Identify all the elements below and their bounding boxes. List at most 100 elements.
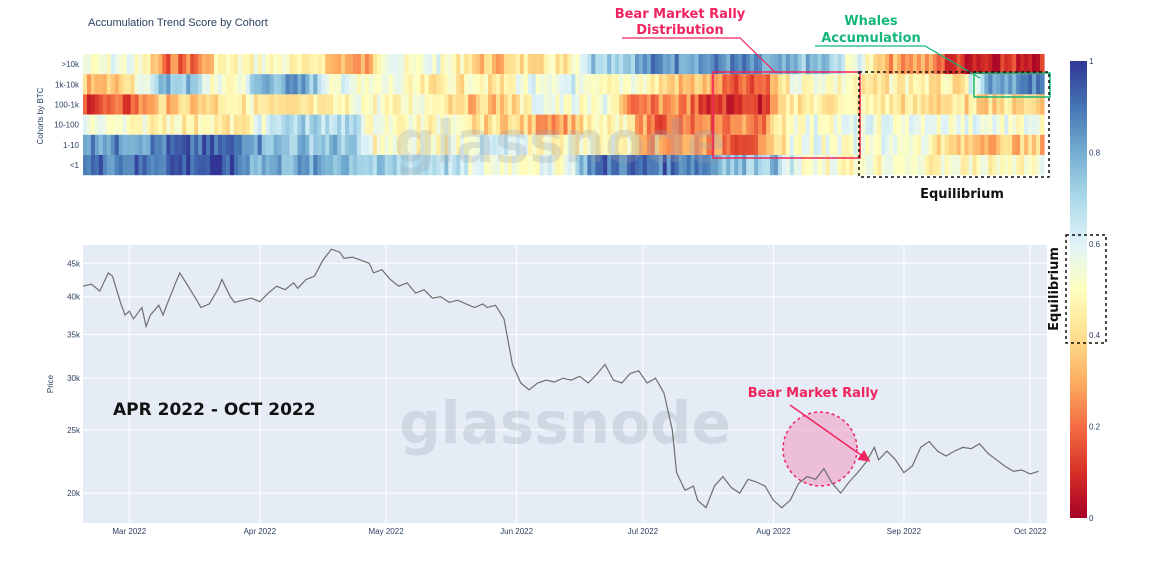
heatmap-cell (456, 155, 461, 176)
heatmap-cell (984, 134, 989, 155)
heatmap-cell (178, 74, 183, 95)
heatmap-cell (531, 134, 537, 155)
heatmap-cell (357, 94, 362, 115)
heatmap-cell (110, 54, 116, 75)
heatmap-cell (805, 155, 811, 176)
heatmap-cell (432, 74, 438, 95)
heatmap-y-label: Cohorts by BTC (36, 87, 45, 144)
heatmap-cell (591, 114, 596, 135)
heatmap-cell (472, 94, 477, 115)
heatmap-cell (380, 155, 386, 176)
heatmap-cell (396, 114, 402, 135)
equilibrium-box (858, 71, 1050, 178)
heatmap-cell (241, 155, 247, 176)
heatmap-cell (150, 155, 156, 176)
heatmap-cell (579, 94, 584, 115)
heatmap-cell (920, 54, 926, 75)
heatmap-cell (480, 54, 485, 75)
heatmap-cell (245, 114, 251, 135)
heatmap-cell (924, 114, 930, 135)
heatmap-cell (94, 94, 100, 115)
heatmap-cell (146, 54, 152, 75)
heatmap-cell (210, 155, 215, 176)
heatmap-cell (134, 155, 140, 176)
heatmap-cell (551, 114, 557, 135)
heatmap-cell (456, 114, 461, 135)
heatmap-cell (400, 54, 406, 75)
heatmap-cell (432, 54, 438, 75)
heatmap-cell (249, 134, 255, 155)
heatmap-cell (376, 114, 382, 135)
heatmap-cell (777, 74, 783, 95)
heatmap-cell (726, 134, 731, 155)
heatmap-cell (809, 114, 815, 135)
heatmap-cell (678, 94, 684, 115)
heatmap-cell (821, 114, 827, 135)
heatmap-cell (146, 114, 152, 135)
heatmap-cell (106, 114, 112, 135)
heatmap-cell (404, 155, 410, 176)
heatmap-cell (853, 114, 858, 135)
heatmap-cell (484, 134, 489, 155)
heatmap-cell (638, 54, 644, 75)
heatmap-cell (452, 134, 457, 155)
heatmap-cell (543, 74, 549, 95)
heatmap-cell (940, 114, 946, 135)
heatmap-row-label: <1 (70, 161, 80, 170)
heatmap-cell (992, 134, 997, 155)
heatmap-cell (833, 134, 839, 155)
heatmap-cell (257, 134, 263, 155)
heatmap-cell (654, 134, 660, 155)
heatmap-cell (984, 155, 989, 176)
heatmap-cell (396, 54, 402, 75)
heatmap-cell (86, 94, 92, 115)
heatmap-cell (845, 134, 851, 155)
heatmap-cell (357, 54, 362, 75)
heatmap-cell (289, 155, 295, 176)
heatmap-cell (170, 155, 175, 176)
heatmap-cell (154, 155, 160, 176)
heatmap-cell (396, 155, 402, 176)
heatmap-cell (766, 74, 771, 95)
heatmap-cell (372, 114, 378, 135)
heatmap-cell (102, 74, 108, 95)
colorbar-tick: 0 (1089, 514, 1094, 523)
heatmap-cell (920, 134, 926, 155)
heatmap-cell (237, 94, 243, 115)
heatmap-cell (849, 134, 854, 155)
heatmap-cell (646, 94, 652, 115)
heatmap-cell (706, 114, 712, 135)
heatmap-cell (460, 94, 465, 115)
heatmap-cell (615, 54, 620, 75)
heatmap-cell (269, 54, 275, 75)
heatmap-cell (456, 134, 461, 155)
heatmap-cell (897, 134, 902, 155)
heatmap-cell (869, 134, 874, 155)
heatmap-cell (988, 134, 993, 155)
heatmap-cell (766, 155, 771, 176)
heatmap-cell (726, 54, 731, 75)
heatmap-cell (793, 114, 799, 135)
heatmap-cell (567, 134, 573, 155)
heatmap-cell (233, 94, 239, 115)
price-y-tick-labels: 20k 25k 30k 35k 40k 45k (67, 259, 81, 498)
heatmap-cell (706, 134, 712, 155)
heatmap-cell (511, 114, 517, 135)
heatmap-cell (829, 74, 835, 95)
heatmap-cell (539, 155, 545, 176)
heatmap-cell (190, 94, 195, 115)
heatmap-cell (118, 114, 124, 135)
heatmap-cell (924, 134, 930, 155)
heatmap-cell (118, 54, 124, 75)
heatmap-cell (166, 94, 171, 115)
heatmap-cell (277, 134, 283, 155)
heatmap-cell (833, 114, 839, 135)
heatmap-cell (480, 134, 485, 155)
heatmap-cell (221, 114, 227, 135)
heatmap-cell (202, 54, 207, 75)
heatmap-cell (225, 74, 231, 95)
heatmap-cell (539, 114, 545, 135)
heatmap-cell (595, 94, 600, 115)
heatmap-cell (956, 74, 962, 95)
